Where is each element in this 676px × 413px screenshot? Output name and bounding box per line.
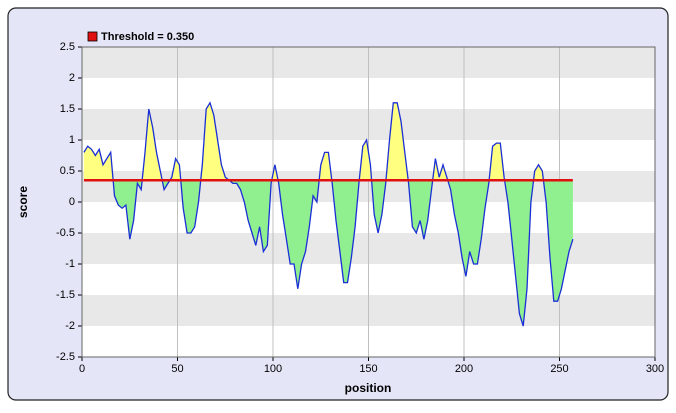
- y-tick-label: 2.5: [60, 41, 75, 53]
- x-tick-label: 100: [264, 363, 282, 375]
- x-axis-label: position: [345, 381, 392, 395]
- y-tick-label: 0: [69, 196, 75, 208]
- x-tick-label: 50: [171, 363, 183, 375]
- y-tick-label: 2: [69, 72, 75, 84]
- y-tick-label: -1: [65, 258, 75, 270]
- legend-label: Threshold = 0.350: [101, 31, 194, 43]
- plot: 0 50 100 150 200 250 300 -2.5 -2 -1.5 -1 -0.5 0 0.5 1 1…: [56, 31, 664, 375]
- y-tick-label: -1.5: [56, 289, 75, 301]
- y-axis-label: score: [16, 186, 30, 218]
- y-tick-label: -2: [65, 320, 75, 332]
- y-tick-label: 0.5: [60, 165, 75, 177]
- score-line: [83, 101, 574, 327]
- y-tick-label: 1.5: [60, 103, 75, 115]
- x-tick-label: 300: [646, 363, 664, 375]
- y-tick-label: 1: [69, 134, 75, 146]
- plot-frame: [81, 46, 656, 358]
- legend-swatch: [87, 31, 98, 42]
- area-above: [83, 102, 573, 181]
- y-tick-label: -2.5: [56, 351, 75, 363]
- x-tick-label: 200: [455, 363, 473, 375]
- area-below: [113, 180, 573, 326]
- x-tick-label: 150: [359, 363, 377, 375]
- x-tick-label: 0: [79, 363, 85, 375]
- y-tick-label: -0.5: [56, 227, 75, 239]
- x-tick-label: 250: [550, 363, 568, 375]
